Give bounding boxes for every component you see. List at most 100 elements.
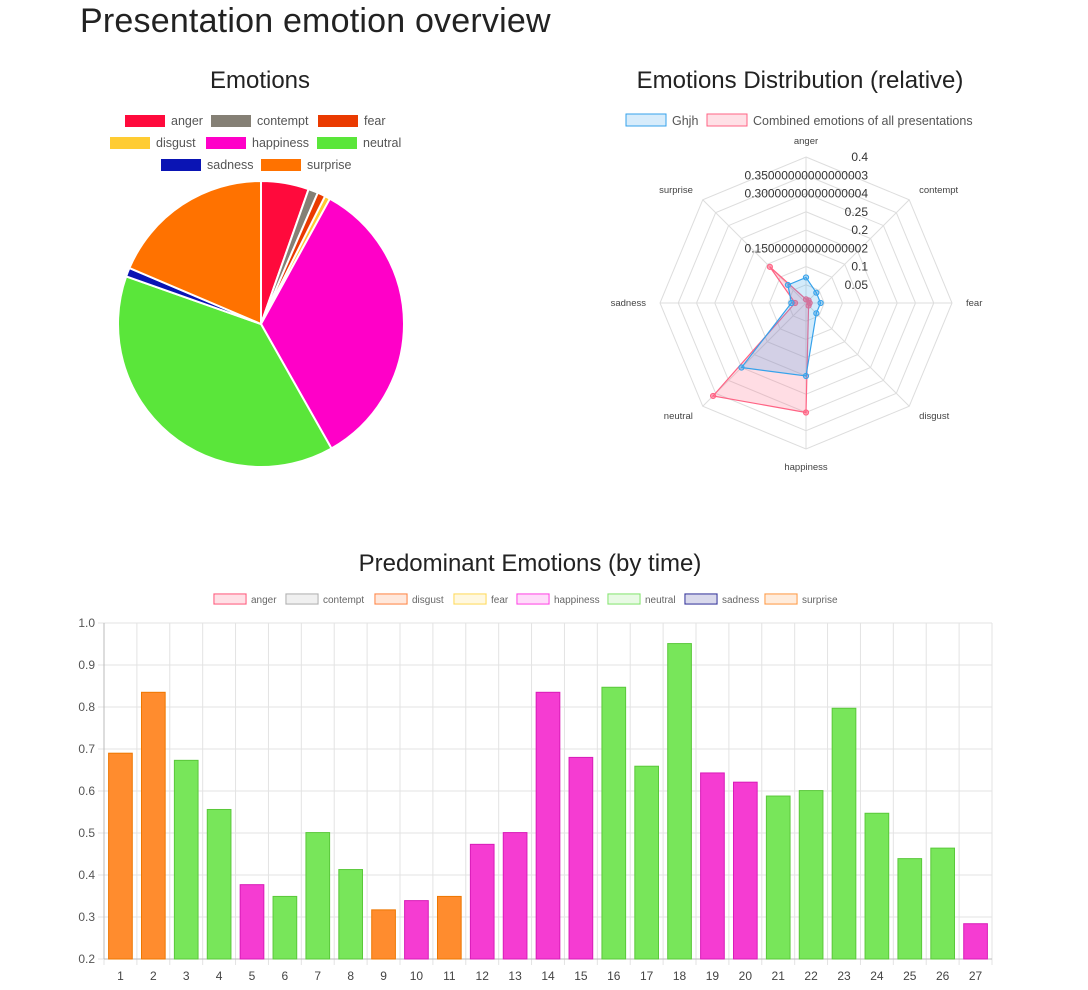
bar-y-tick-label: 0.5 [78, 826, 95, 840]
radar-point-neutral [738, 364, 745, 371]
bar-x-tick-label: 4 [216, 969, 223, 983]
pie-legend-label-surprise: surprise [307, 158, 352, 172]
bar-x-tick-label: 24 [870, 969, 884, 983]
bar-x-tick-label: 21 [772, 969, 786, 983]
bar-legend-label-contempt: contempt [323, 595, 364, 606]
bar-x-tick-label: 3 [183, 969, 190, 983]
bar-19 [700, 772, 725, 960]
bar-x-tick-label: 18 [673, 969, 687, 983]
radar-tick-label: 0.15000000000000002 [745, 241, 869, 255]
radar-tick-label: 0.1 [851, 260, 868, 274]
bar-y-tick-label: 1.0 [78, 616, 95, 630]
bar-x-tick-label: 17 [640, 969, 654, 983]
radar-point-anger [802, 274, 810, 281]
bar-21 [765, 795, 791, 960]
bar-x-tick-label: 7 [314, 969, 321, 983]
pie-legend-swatch-anger [125, 115, 165, 127]
radar-series-ghjh [740, 276, 822, 377]
bar-17 [634, 765, 660, 960]
radar-point-surprise [784, 281, 792, 289]
bar-x-tick-label: 6 [282, 969, 289, 983]
bar-x-tick-label: 23 [837, 969, 851, 983]
radar-spoke [702, 199, 807, 304]
radar-point-happiness [802, 372, 810, 380]
bar-x-tick-label: 11 [443, 969, 456, 983]
pie-legend-swatch-contempt [211, 115, 251, 127]
bar-y-tick-label: 0.4 [78, 868, 95, 882]
radar-tick-label: 0.05 [845, 278, 869, 292]
bar-x-tick-label: 12 [476, 969, 490, 983]
bar-14 [535, 691, 561, 960]
radar-spoke [805, 302, 910, 407]
bar-legend-swatch-fear [453, 593, 487, 605]
bar-1 [108, 752, 133, 960]
pie-legend-label-contempt: contempt [257, 114, 309, 128]
bar-legend-label-fear: fear [491, 595, 509, 606]
bar-8 [338, 869, 364, 960]
bar-6 [272, 895, 298, 960]
bar-legend-swatch-fill-contempt [287, 595, 317, 603]
radar-axis-label-disgust: disgust [919, 411, 949, 422]
bar-legend-swatch-neutral [607, 593, 641, 605]
bar-4 [206, 808, 232, 960]
pie-legend-swatch-neutral [317, 137, 357, 149]
pie-legend-label-happiness: happiness [252, 136, 309, 150]
pie-legend-label-fear: fear [364, 114, 386, 128]
bar-legend-label-happiness: happiness [554, 595, 600, 606]
bar-legend-swatch-fill-happiness [518, 595, 548, 603]
bar-legend-swatch-fill-surprise [766, 595, 796, 603]
bar-legend-swatch-contempt [285, 593, 319, 605]
pie-legend-swatch-surprise [261, 159, 301, 171]
pie-legend-swatch-disgust [110, 137, 150, 149]
radar-axis-label-sadness: sadness [611, 298, 647, 309]
pie-legend-label-disgust: disgust [156, 136, 196, 150]
bar-x-tick-label: 1 [117, 969, 124, 983]
radar-chart-title: Emotions Distribution (relative) [636, 67, 964, 94]
bar-legend-label-sadness: sadness [722, 595, 759, 606]
pie-legend-label-sadness: sadness [207, 158, 254, 172]
bar-x-tick-label: 2 [150, 969, 157, 983]
bar-legend-swatch-anger [213, 593, 247, 605]
bar-27 [963, 923, 988, 960]
bar-x-tick-label: 15 [574, 969, 588, 983]
bar-13 [502, 832, 528, 960]
radar-point-surprise [766, 263, 773, 270]
bar-22 [798, 790, 824, 960]
bar-x-tick-label: 9 [380, 969, 387, 983]
pie-slice-surprise [128, 179, 262, 326]
bar-15 [568, 756, 594, 960]
bar-20 [732, 781, 758, 960]
bar-10 [404, 900, 429, 960]
radar-point-neutral [709, 392, 717, 400]
bar-y-tick-label: 0.6 [78, 784, 95, 798]
bar-x-tick-label: 25 [903, 969, 917, 983]
bar-x-tick-label: 19 [706, 969, 720, 983]
pie-slice-neutral [117, 275, 333, 468]
bar-26 [930, 847, 956, 960]
bar-9 [371, 909, 396, 960]
radar-tick-label: 0.30000000000000004 [745, 187, 869, 201]
bar-legend-swatch-fill-sadness [686, 595, 716, 603]
radar-axis-label-surprise: surprise [659, 185, 693, 196]
bar-25 [897, 858, 923, 960]
bar-x-tick-label: 22 [804, 969, 818, 983]
bar-legend-swatch-fill-anger [215, 595, 245, 603]
bar-12 [469, 843, 495, 960]
page-title: Presentation emotion overview [80, 2, 551, 40]
bar-2 [140, 691, 166, 960]
pie-legend-label-anger: anger [171, 114, 203, 128]
radar-tick-label: 0.4 [851, 150, 868, 164]
bar-18 [667, 643, 692, 960]
bar-legend-label-neutral: neutral [645, 595, 676, 606]
bar-11 [436, 895, 462, 960]
radar-spoke [805, 199, 910, 304]
bar-legend-label-anger: anger [251, 595, 277, 606]
bar-legend-swatch-disgust [374, 593, 408, 605]
radar-axis-label-neutral: neutral [664, 411, 693, 422]
radar-point-contempt [813, 289, 820, 296]
bar-legend-swatch-fill-fear [455, 595, 485, 603]
radar-legend-label-combined: Combined emotions of all presentations [753, 114, 973, 128]
bar-legend-label-disgust: disgust [412, 595, 444, 606]
